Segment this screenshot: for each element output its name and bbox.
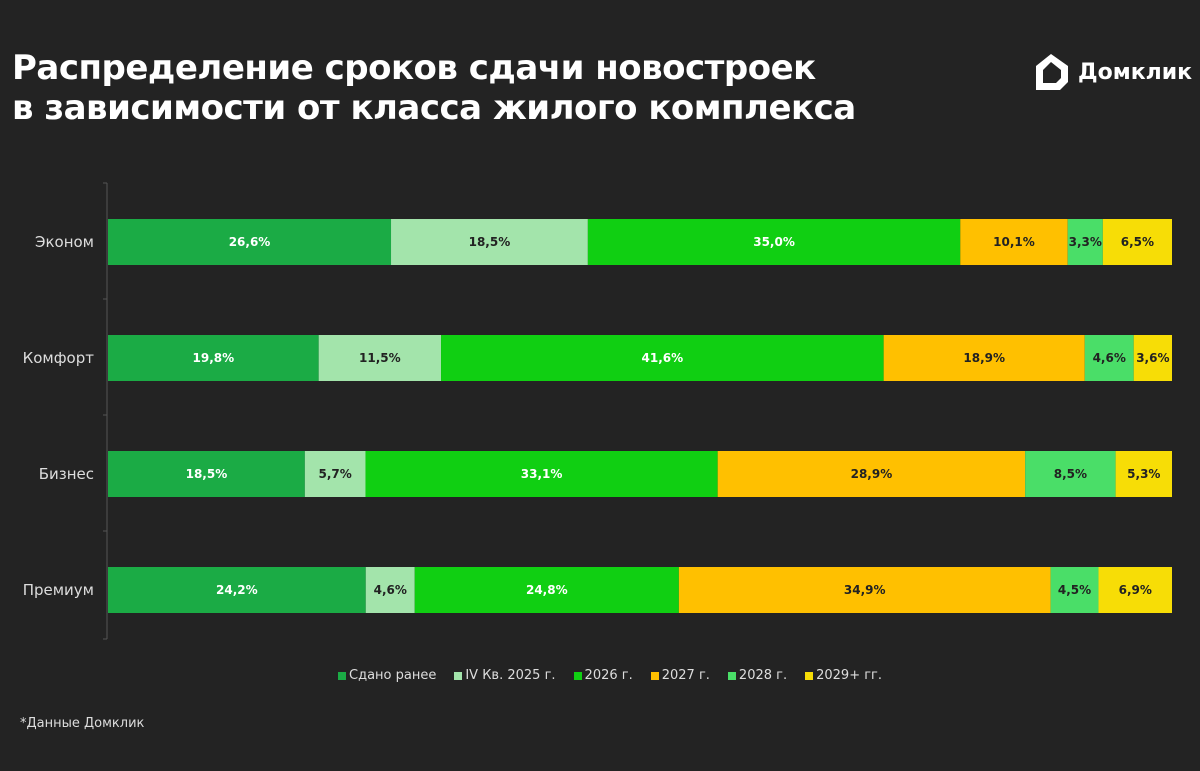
data-label: 19,8% xyxy=(193,351,235,365)
legend-item: IV Кв. 2025 г. xyxy=(454,668,556,683)
data-label: 18,9% xyxy=(963,351,1005,365)
data-label: 4,6% xyxy=(374,583,407,597)
bar-segment xyxy=(678,567,1051,613)
logo: Домклик xyxy=(1032,52,1192,92)
legend-swatch xyxy=(454,671,463,680)
bar-segment xyxy=(960,219,1068,265)
legend-label: 2026 г. xyxy=(584,668,633,683)
data-label: 26,6% xyxy=(229,235,271,249)
legend-label: IV Кв. 2025 г. xyxy=(465,668,556,683)
title-line-2: в зависимости от класса жилого комплекса xyxy=(12,88,856,128)
bar-segment xyxy=(304,451,366,497)
legend-item: 2029+ гг. xyxy=(805,668,882,683)
category-label: Бизнес xyxy=(39,465,94,483)
data-label: 18,5% xyxy=(186,467,228,481)
legend-item: 2027 г. xyxy=(650,668,710,683)
data-label: 24,8% xyxy=(526,583,568,597)
data-label: 8,5% xyxy=(1054,467,1087,481)
category-label: Премиум xyxy=(23,581,94,599)
legend-label: Сдано ранее xyxy=(349,668,437,683)
data-label: 11,5% xyxy=(359,351,401,365)
data-label: 3,6% xyxy=(1136,351,1169,365)
data-label: 28,9% xyxy=(851,467,893,481)
bar-segment xyxy=(108,451,305,497)
bar-segment xyxy=(365,451,718,497)
data-label: 3,3% xyxy=(1069,235,1102,249)
data-label: 5,7% xyxy=(319,467,352,481)
data-label: 6,9% xyxy=(1119,583,1152,597)
data-label: 41,6% xyxy=(642,351,684,365)
legend-label: 2028 г. xyxy=(738,668,788,683)
legend: Сдано ранее IV Кв. 2025 г. 2026 г. 2027 г. 2… xyxy=(338,668,882,683)
legend-item: 2026 г. xyxy=(573,668,633,683)
legend-item: 2028 г. xyxy=(727,668,788,683)
data-label: 33,1% xyxy=(521,467,563,481)
legend-swatch xyxy=(805,671,814,680)
house-logo-icon xyxy=(1036,54,1068,90)
legend-swatch xyxy=(727,671,736,680)
bar-segment xyxy=(318,335,442,381)
bar-segment xyxy=(365,567,415,613)
data-label: 18,5% xyxy=(469,235,511,249)
chart-title: Распределение сроков сдачи новостроек в … xyxy=(12,48,856,128)
bar-segment xyxy=(1133,335,1172,381)
data-label: 35,0% xyxy=(753,235,795,249)
bar-segment xyxy=(1098,567,1172,613)
bar-segment xyxy=(108,567,366,613)
bar-segment xyxy=(1067,219,1103,265)
data-label: 4,6% xyxy=(1093,351,1126,365)
bar-segment xyxy=(1102,219,1172,265)
bar-segment xyxy=(414,567,679,613)
bar-segment xyxy=(883,335,1085,381)
data-label: 34,9% xyxy=(844,583,886,597)
footnote: *Данные Домклик xyxy=(20,716,145,731)
legend-swatch xyxy=(338,671,346,680)
data-label: 4,5% xyxy=(1058,583,1091,597)
title-line-1: Распределение сроков сдачи новостроек xyxy=(12,48,816,88)
stacked-bar-chart: Эконом 26,6% 18,5% 35,0% 10,1% 3,3% 6,5% Комфор… xyxy=(23,182,1172,640)
legend-label: 2027 г. xyxy=(661,668,710,683)
bar-segment xyxy=(441,335,884,381)
data-label: 10,1% xyxy=(993,235,1035,249)
legend-swatch xyxy=(650,671,659,680)
category-label: Эконом xyxy=(35,233,94,251)
data-label: 6,5% xyxy=(1121,235,1154,249)
data-label: 5,3% xyxy=(1127,467,1160,481)
bar-segment xyxy=(1115,451,1172,497)
legend-label: 2029+ гг. xyxy=(816,668,883,683)
logo-text: Домклик xyxy=(1078,59,1193,85)
legend-swatch xyxy=(573,671,582,680)
bar-segment xyxy=(108,219,392,265)
bar-segment xyxy=(391,219,588,265)
legend-item: Сдано ранее xyxy=(338,668,436,683)
category-label: Комфорт xyxy=(23,349,95,367)
data-label: 24,2% xyxy=(216,583,258,597)
bar-segment xyxy=(108,335,319,381)
bar-segment xyxy=(1050,567,1099,613)
bar-segment xyxy=(717,451,1026,497)
bar-segment xyxy=(587,219,961,265)
bar-segment xyxy=(1025,451,1116,497)
bar-segment xyxy=(1084,335,1134,381)
